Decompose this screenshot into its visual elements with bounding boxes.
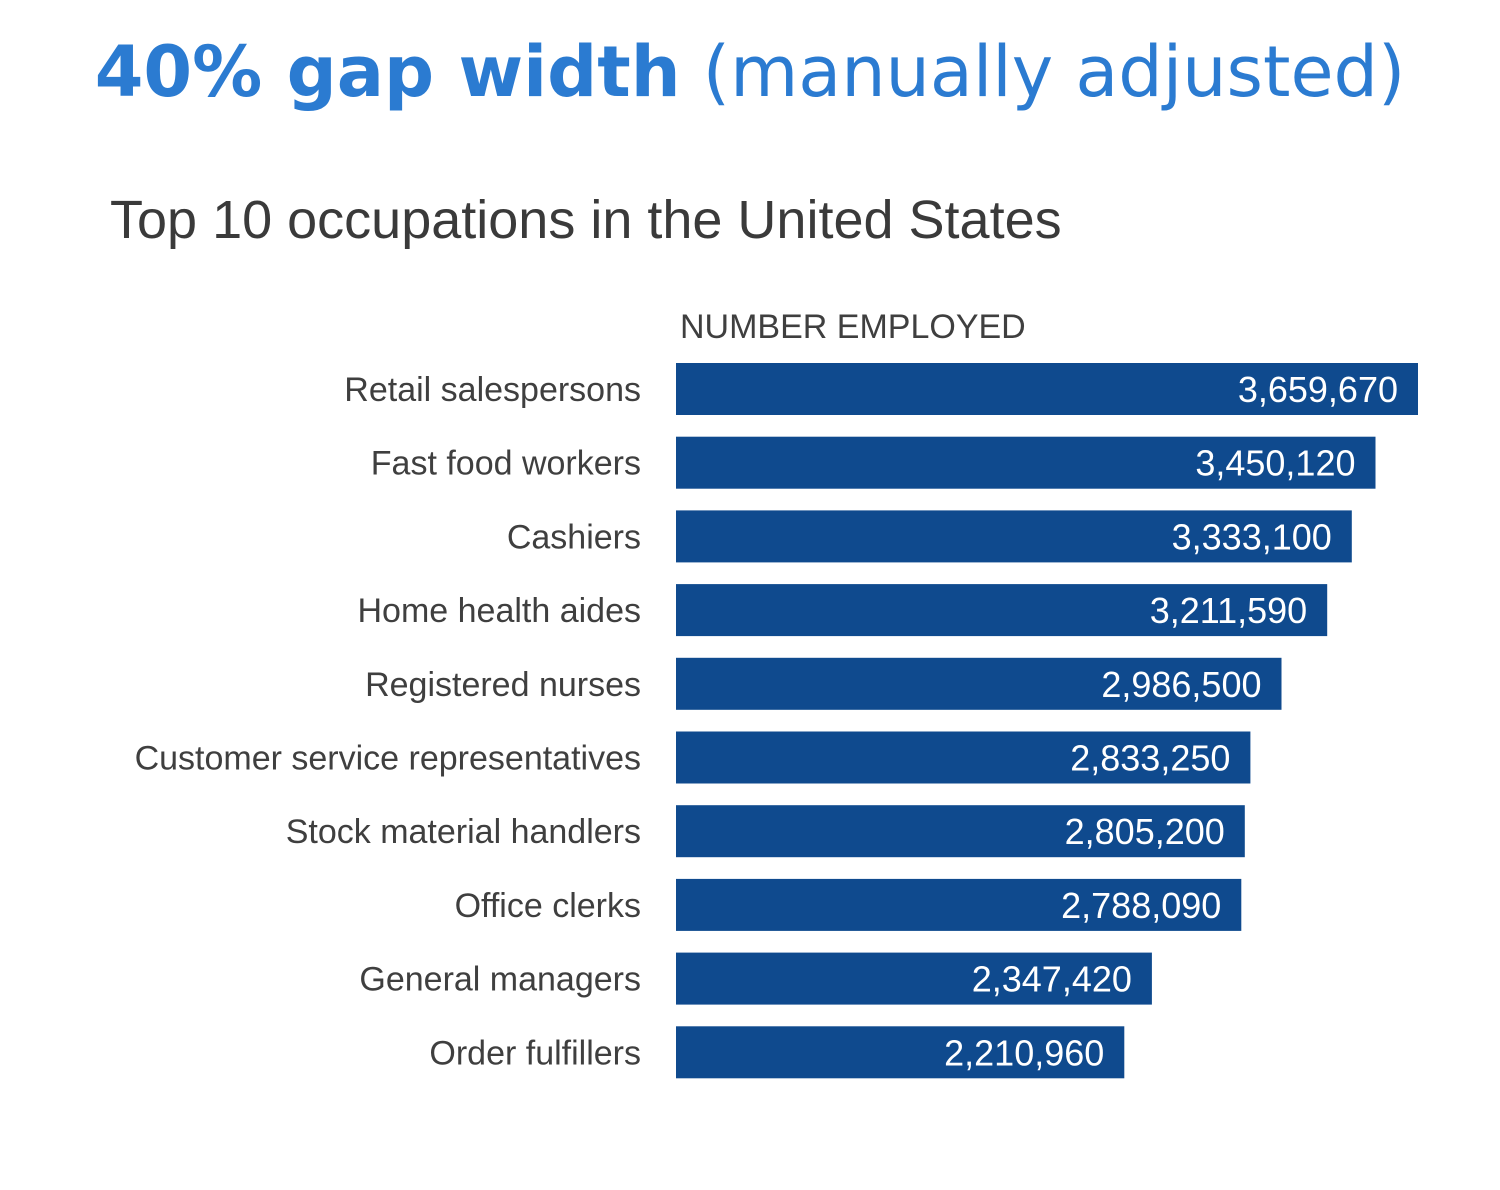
value-label: 2,210,960: [944, 1032, 1104, 1073]
value-label: 2,986,500: [1101, 664, 1261, 705]
value-label: 2,347,420: [972, 959, 1132, 1000]
value-label: 3,333,100: [1172, 516, 1332, 557]
chart-title: Top 10 occupations in the United States: [110, 190, 1062, 250]
bar-group: Cashiers 3,333,100: [507, 510, 1352, 563]
bar: [676, 657, 1282, 710]
value-label: 3,211,590: [1150, 590, 1307, 631]
bars-layer: Retail salespersons 3,659,670 Fast food wo…: [135, 363, 1418, 1079]
value-label: 2,788,090: [1061, 885, 1221, 926]
category-label: General managers: [359, 961, 641, 999]
category-label: Order fulfillers: [429, 1034, 641, 1072]
bar-group: Stock material handlers 2,805,200: [286, 805, 1245, 858]
bar-group: Registered nurses 2,986,500: [365, 657, 1282, 710]
bar-group: General managers 2,347,420: [359, 952, 1152, 1005]
value-label: 3,450,120: [1195, 443, 1355, 484]
bar-group: Home health aides 3,211,590: [357, 584, 1328, 637]
bar-group: Office clerks 2,788,090: [455, 878, 1242, 931]
value-label: 2,805,200: [1065, 811, 1225, 852]
value-label: 2,833,250: [1070, 738, 1230, 779]
headline-bold: 40% gap width: [94, 31, 681, 113]
category-label: Fast food workers: [371, 445, 641, 483]
bar: [676, 952, 1152, 1005]
category-label: Registered nurses: [365, 666, 641, 704]
category-label: Home health aides: [357, 592, 641, 630]
headline-light: (manually adjusted): [702, 31, 1406, 113]
value-label: 3,659,670: [1238, 369, 1398, 410]
bar: [676, 731, 1251, 784]
bar-group: Customer service representatives 2,833,25…: [135, 731, 1251, 784]
bar: [676, 1026, 1125, 1079]
category-label: Cashiers: [507, 518, 641, 556]
category-label: Office clerks: [455, 887, 641, 925]
bar: [676, 510, 1352, 563]
category-label: Stock material handlers: [286, 813, 641, 851]
bar: [676, 805, 1245, 858]
bar: [676, 878, 1242, 931]
category-label: Customer service representatives: [135, 740, 641, 778]
axis-header: NUMBER EMPLOYED: [680, 308, 1026, 346]
headline: 40% gap width (manually adjusted): [0, 22, 1500, 122]
bar: [676, 436, 1376, 489]
bar-group: Fast food workers 3,450,120: [371, 436, 1376, 489]
bar: [676, 363, 1418, 415]
bar: [676, 584, 1328, 637]
bar-group: Retail salespersons 3,659,670: [344, 363, 1418, 415]
category-label: Retail salespersons: [344, 371, 641, 409]
bar-group: Order fulfillers 2,210,960: [429, 1026, 1125, 1079]
